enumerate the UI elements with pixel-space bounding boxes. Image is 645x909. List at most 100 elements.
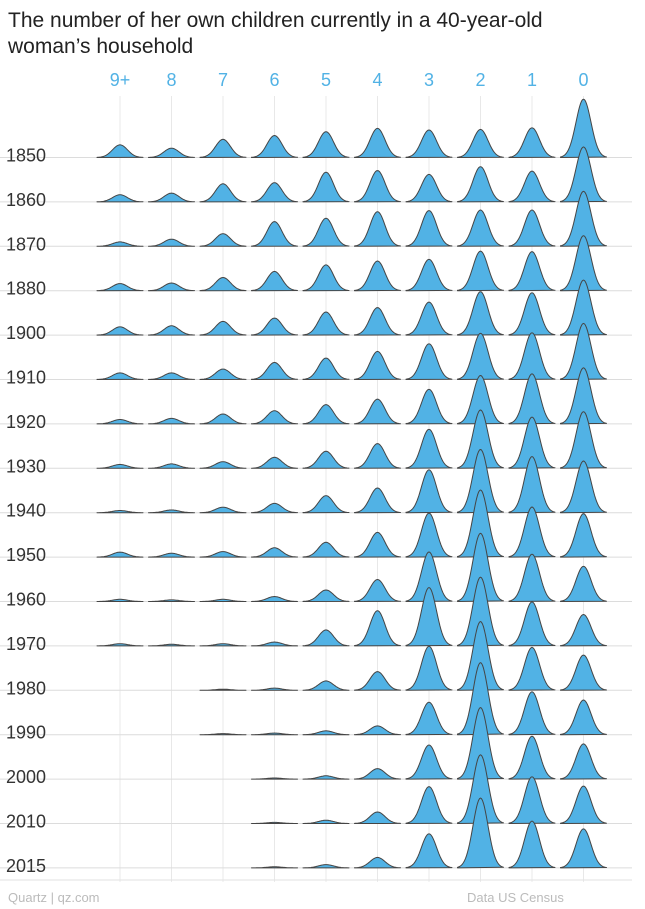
category-label: 0 [578,70,588,90]
ridge-1950-1 [508,506,556,558]
ridge-2010-0 [560,785,607,824]
ridge-1920-6 [251,410,298,425]
ridge-1860-2 [457,166,504,203]
ridge-1950-5 [302,541,350,558]
ridge-1960-9+ [96,598,144,602]
ridge-1850-9+ [96,144,144,158]
ridge-1860-0 [560,146,607,203]
ridge-1910-6 [251,361,298,380]
category-label: 1 [527,70,537,90]
ridge-1910-0 [560,322,607,380]
ridge-1930-6 [251,456,298,469]
ridge-1870-9+ [96,241,144,247]
category-label: 4 [372,70,382,90]
ridge-1980-4 [354,671,401,691]
ridge-1850-2 [457,128,504,158]
ridge-1910-2 [457,332,504,380]
chart-title: The number of her own children currently… [8,9,543,58]
ridge-2015-2 [457,797,504,869]
ridge-1970-0 [560,614,607,647]
ridge-1920-7 [199,413,247,425]
ridge-1940-5 [302,495,350,514]
ridge-1900-4 [354,307,401,336]
ridge-1940-6 [251,502,298,514]
ridge-1990-1 [508,691,556,736]
ridge-1990-7 [199,733,247,736]
year-label: 1940 [6,501,46,521]
ridge-1850-8 [148,147,195,158]
ridge-1970-8 [148,643,195,647]
ridge-1980-6 [251,687,298,691]
ridge-2000-6 [251,777,298,780]
ridge-1850-7 [199,138,247,158]
gridlines [119,96,584,882]
ridge-2015-0 [560,828,607,869]
ridge-1920-3 [405,388,453,425]
ridge-2015-1 [508,820,556,869]
ridge-1990-5 [302,730,350,736]
year-label: 2015 [6,856,46,876]
ridge-1970-2 [457,576,504,647]
footer-source: Data US Census [467,890,564,905]
year-label: 1920 [6,412,46,432]
ridge-1860-5 [302,171,350,203]
ridge-1910-8 [148,372,195,380]
year-label: 1970 [6,634,46,654]
year-label: 1870 [6,234,46,254]
ridge-1950-6 [251,547,298,558]
ridge-2010-2 [457,754,504,824]
ridge-1920-0 [560,367,607,425]
ridge-1900-9+ [96,326,144,336]
ridge-1870-5 [302,217,350,247]
year-label: 1900 [6,323,46,343]
ridge-1970-7 [199,643,247,647]
year-label: 1990 [6,723,46,743]
ridge-1930-0 [560,411,607,469]
ridge-1980-3 [405,645,453,691]
ridge-2010-6 [251,821,298,824]
ridge-1910-1 [508,332,556,380]
ridge-1950-2 [457,489,504,558]
ridge-1920-9+ [96,419,144,425]
ridge-1930-1 [508,416,556,469]
category-label: 7 [218,70,228,90]
ridge-1860-6 [251,182,298,203]
ridge-1970-1 [508,601,556,647]
ridge-1910-5 [302,357,350,380]
ridge-1870-4 [354,211,401,247]
ridge-1940-7 [199,506,247,514]
ridge-1960-6 [251,596,298,602]
ridge-1930-9+ [96,463,144,469]
ridge-1960-2 [457,532,504,602]
ridge-1960-1 [508,553,556,602]
ridge-1880-2 [457,250,504,292]
ridges [96,98,607,869]
ridge-1950-8 [148,552,195,558]
ridge-1860-4 [354,170,401,203]
ridge-1900-8 [148,325,195,336]
ridge-2010-5 [302,819,350,824]
category-label: 6 [269,70,279,90]
year-label: 2010 [6,812,46,832]
ridge-1930-2 [457,409,504,469]
ridge-1920-2 [457,375,504,425]
ridge-2000-5 [302,775,350,780]
ridge-1980-0 [560,654,607,691]
ridge-1930-4 [354,443,401,469]
year-label: 1860 [6,190,46,210]
ridge-1850-1 [508,127,556,158]
ridge-1900-5 [302,311,350,336]
ridge-1880-3 [405,258,453,292]
ridge-1940-0 [560,460,607,514]
ridge-1940-9+ [96,510,144,514]
ridge-1860-9+ [96,194,144,203]
ridge-1920-4 [354,398,401,425]
year-labels: 1850 1860 1870 1880 1900 1910 1920 1930 1940 1950… [6,146,46,876]
ridge-2000-3 [405,744,453,780]
ridge-2000-0 [560,743,607,780]
ridge-1960-0 [560,565,607,602]
footer-credit: Quartz | qz.com [8,890,100,905]
ridge-1940-2 [457,449,504,514]
ridge-1960-7 [199,598,247,602]
ridge-2015-3 [405,833,453,869]
